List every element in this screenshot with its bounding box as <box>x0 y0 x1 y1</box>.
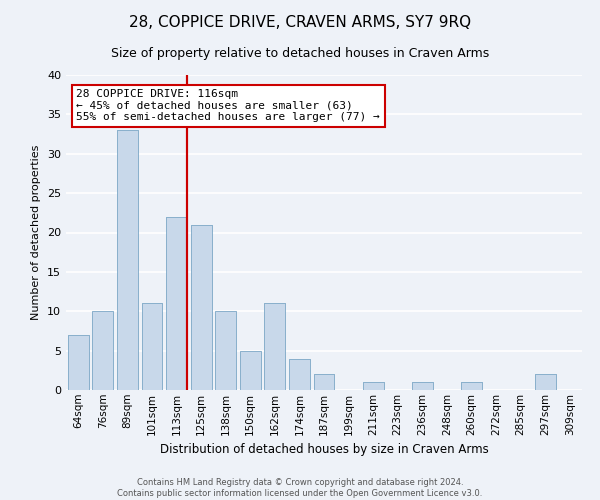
Bar <box>117 130 138 390</box>
Text: Size of property relative to detached houses in Craven Arms: Size of property relative to detached ho… <box>111 48 489 60</box>
Bar <box>314 374 334 390</box>
Bar <box>92 311 113 390</box>
Text: 28 COPPICE DRIVE: 116sqm
← 45% of detached houses are smaller (63)
55% of semi-d: 28 COPPICE DRIVE: 116sqm ← 45% of detach… <box>76 89 380 122</box>
Bar <box>461 382 482 390</box>
Bar <box>362 382 383 390</box>
Text: 28, COPPICE DRIVE, CRAVEN ARMS, SY7 9RQ: 28, COPPICE DRIVE, CRAVEN ARMS, SY7 9RQ <box>129 15 471 30</box>
Bar <box>191 224 212 390</box>
Bar <box>215 311 236 390</box>
Bar <box>117 130 138 390</box>
Bar <box>535 374 556 390</box>
Bar <box>412 382 433 390</box>
Bar <box>362 382 383 390</box>
Bar <box>166 217 187 390</box>
Bar <box>412 382 433 390</box>
Bar <box>92 311 113 390</box>
Bar <box>240 350 261 390</box>
Y-axis label: Number of detached properties: Number of detached properties <box>31 145 41 320</box>
Bar <box>535 374 556 390</box>
Text: Contains HM Land Registry data © Crown copyright and database right 2024.
Contai: Contains HM Land Registry data © Crown c… <box>118 478 482 498</box>
Bar <box>265 304 286 390</box>
Bar <box>461 382 482 390</box>
X-axis label: Distribution of detached houses by size in Craven Arms: Distribution of detached houses by size … <box>160 443 488 456</box>
Bar <box>68 335 89 390</box>
Bar <box>142 304 163 390</box>
Bar <box>142 304 163 390</box>
Bar <box>289 358 310 390</box>
Bar <box>265 304 286 390</box>
Bar <box>191 224 212 390</box>
Bar <box>314 374 334 390</box>
Bar <box>215 311 236 390</box>
Bar <box>240 350 261 390</box>
Bar <box>166 217 187 390</box>
Bar <box>68 335 89 390</box>
Bar <box>289 358 310 390</box>
